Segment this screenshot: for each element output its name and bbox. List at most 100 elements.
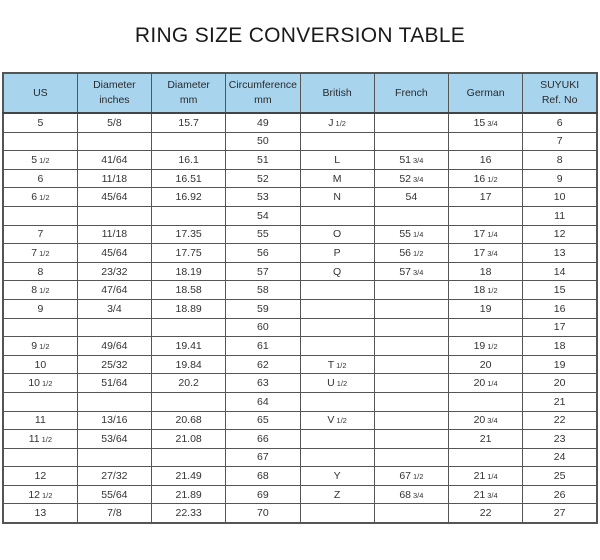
table-cell: 17 xyxy=(522,317,598,338)
column-header: German xyxy=(447,72,524,114)
cell-value: O xyxy=(333,228,342,241)
table-cell: V 1/2 xyxy=(299,410,375,431)
table-cell: 7 xyxy=(2,224,78,245)
cell-value: 27 xyxy=(553,507,566,520)
table-cell: 8 xyxy=(2,261,78,282)
cell-value: 18 xyxy=(479,265,492,278)
cell-value: 21 xyxy=(473,470,486,483)
table-cell xyxy=(2,131,78,152)
table-cell: 5 xyxy=(2,112,78,133)
table-cell: 12 1/2 xyxy=(2,484,78,505)
cell-value: 12 xyxy=(28,488,40,501)
cell-value: 7 xyxy=(37,228,44,241)
table-cell: 53 xyxy=(225,187,301,207)
cell-value: M xyxy=(332,172,342,185)
cell-value: 60 xyxy=(257,321,269,334)
table-cell xyxy=(447,205,524,226)
table-row: 8 23/32 18.19 57 Q 57 3/4 18 14 xyxy=(2,261,598,282)
table-cell: 16.51 xyxy=(150,168,227,189)
table-row: 6 11/18 16.51 52 M 52 3/4 16 1/2 9 xyxy=(2,168,598,189)
cell-value: 45/64 xyxy=(101,246,128,259)
cell-value: 21 xyxy=(553,395,566,408)
cell-value: 26 xyxy=(553,488,566,501)
cell-value: 67 xyxy=(399,470,411,483)
table-row: 13 7/8 22.33 70 22 27 xyxy=(2,503,598,524)
table-cell: 49/64 xyxy=(76,336,153,356)
table-cell: 51/64 xyxy=(76,373,153,393)
cell-value: 16 xyxy=(553,302,566,315)
table-cell: 11 1/2 xyxy=(2,429,78,449)
table-cell xyxy=(373,317,450,338)
cell-value: 57 xyxy=(257,265,269,278)
table-cell: 68 xyxy=(225,466,301,486)
table-row: 6 1/2 45/64 16.92 53 N 54 17 10 xyxy=(2,187,598,207)
cell-fraction: 3/4 xyxy=(413,174,424,184)
table-cell: 9 xyxy=(522,168,598,189)
cell-fraction: 1/2 xyxy=(487,286,498,296)
cell-value: 52 xyxy=(257,172,269,185)
table-cell xyxy=(150,205,227,226)
cell-value: 18 xyxy=(553,339,566,352)
cell-value: 16.1 xyxy=(178,153,199,166)
table-cell: 10 xyxy=(522,187,598,207)
cell-value: 15 xyxy=(553,284,566,297)
table-cell: 18.58 xyxy=(150,280,227,300)
cell-value: 21 xyxy=(479,432,492,445)
table-cell: 27 xyxy=(522,503,598,524)
table-cell: 23 xyxy=(522,429,598,449)
table-cell: 20.2 xyxy=(150,373,227,393)
table-row: 5 5/8 15.7 49 J 1/2 15 3/4 6 xyxy=(2,112,598,133)
cell-value: 19 xyxy=(479,302,492,315)
cell-value: 67 xyxy=(257,451,269,464)
cell-value: 51/64 xyxy=(101,377,128,390)
table-cell xyxy=(373,131,450,152)
table-cell: 12 xyxy=(2,466,78,486)
table-cell xyxy=(373,429,450,449)
column-header-line: Ref. No xyxy=(541,94,578,106)
cell-value: 20 xyxy=(553,377,566,390)
table-cell: 54 xyxy=(225,205,301,226)
cell-fraction: 1/4 xyxy=(487,230,498,240)
cell-value: 50 xyxy=(257,135,269,148)
cell-value: 5/8 xyxy=(107,116,122,129)
cell-value: 17 xyxy=(479,191,492,204)
cell-value: 20 xyxy=(479,358,492,371)
table-cell xyxy=(373,205,450,226)
table-cell: 22 xyxy=(522,410,598,431)
cell-fraction: 3/4 xyxy=(487,490,498,500)
table-cell xyxy=(76,447,153,468)
cell-value: 11 xyxy=(34,414,46,427)
table-cell: 19 xyxy=(447,298,524,319)
cell-value: 11/18 xyxy=(101,172,128,185)
cell-value: 13 xyxy=(34,507,47,520)
table-cell: 23/32 xyxy=(76,261,153,282)
table-cell xyxy=(150,447,227,468)
table-cell xyxy=(373,410,450,431)
cell-value: 16 xyxy=(479,153,492,166)
table-cell: 14 xyxy=(522,261,598,282)
cell-value: 54 xyxy=(405,191,418,204)
column-header: Circumference mm xyxy=(225,72,301,114)
cell-fraction: 1/2 xyxy=(41,434,53,444)
table-cell: 51 3/4 xyxy=(373,150,450,170)
table-cell: 17 xyxy=(447,187,524,207)
table-cell: O xyxy=(299,224,375,245)
table-cell: 56 xyxy=(225,243,301,263)
table-cell xyxy=(373,336,450,356)
cell-value: 23 xyxy=(553,432,566,445)
table-cell: 13 xyxy=(2,503,78,524)
cell-value: 53/64 xyxy=(101,432,128,445)
cell-fraction: 1/2 xyxy=(39,248,50,258)
cell-value: 49/64 xyxy=(101,339,128,352)
table-cell: 7/8 xyxy=(76,503,153,524)
column-header-line: German xyxy=(466,86,505,99)
cell-value: 21.89 xyxy=(175,488,202,501)
table-cell: 45/64 xyxy=(76,243,153,263)
cell-fraction: 1/2 xyxy=(336,416,347,426)
table-row: 60 17 xyxy=(2,317,598,338)
table-cell: 11 xyxy=(2,410,78,431)
table-cell xyxy=(299,317,375,338)
column-header: British xyxy=(299,72,375,114)
cell-fraction: 3/4 xyxy=(413,267,424,277)
cell-fraction: 3/4 xyxy=(413,490,424,500)
